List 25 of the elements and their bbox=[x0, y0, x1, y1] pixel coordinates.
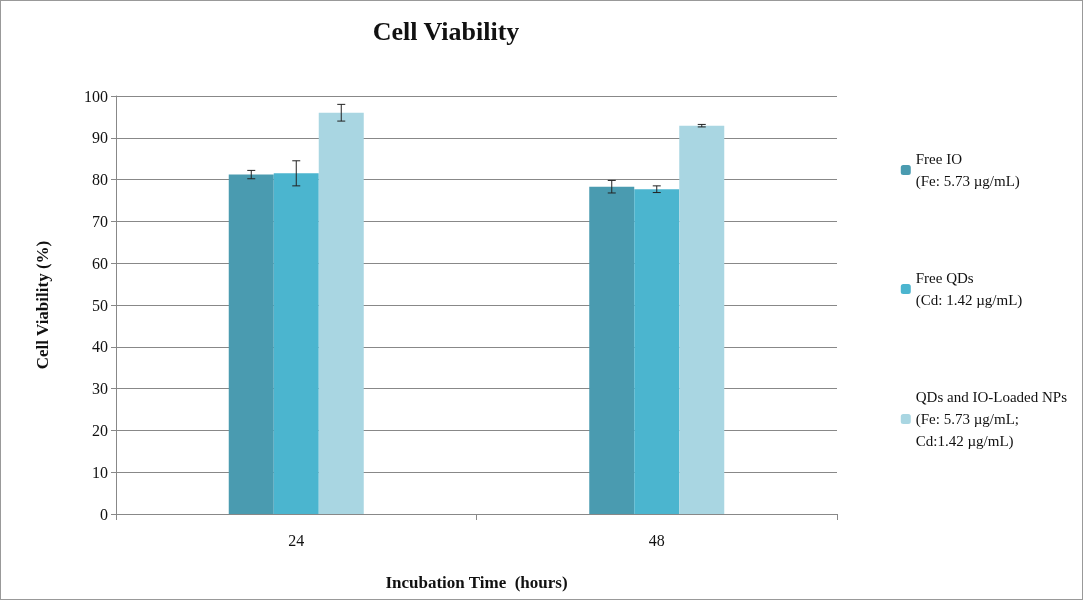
y-tick-label: 100 bbox=[84, 87, 108, 105]
legend-label: QDs and IO-Loaded NPs (Fe: 5.73 µg/mL; Cd:1.42 µg/mL) bbox=[915, 389, 1068, 450]
bar bbox=[273, 173, 319, 514]
y-tick-label: 60 bbox=[92, 254, 108, 272]
y-tick-label: 20 bbox=[92, 421, 108, 439]
chart-title: Cell Viability bbox=[372, 16, 520, 46]
bar bbox=[679, 125, 725, 514]
y-tick-label: 0 bbox=[100, 505, 108, 523]
y-tick-label: 40 bbox=[92, 338, 108, 356]
x-axis-title: Incubation Time (hours) bbox=[385, 573, 568, 592]
y-tick-label: 90 bbox=[92, 129, 108, 147]
legend-label: Free IO (Fe: 5.73 µg/mL) bbox=[915, 151, 1020, 190]
y-tick-label: 70 bbox=[92, 212, 108, 230]
y-tick-label: 30 bbox=[92, 380, 108, 398]
x-tick-label: 48 bbox=[648, 531, 665, 549]
y-axis-title: Cell Viability (%) bbox=[33, 240, 52, 370]
y-tick-label: 10 bbox=[92, 463, 108, 481]
y-tick-label: 80 bbox=[92, 171, 108, 189]
bar bbox=[589, 186, 635, 514]
x-tick-label: 24 bbox=[288, 531, 305, 549]
bar bbox=[318, 112, 364, 514]
y-tick-label: 50 bbox=[92, 296, 108, 314]
bar bbox=[634, 189, 680, 514]
legend-label: Free QDs (Cd: 1.42 µg/mL) bbox=[915, 270, 1023, 309]
bar bbox=[228, 174, 274, 514]
